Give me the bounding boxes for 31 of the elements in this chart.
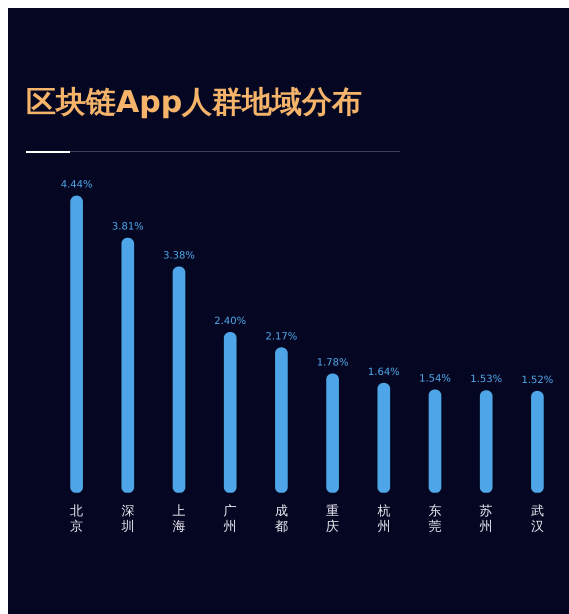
x-tick-label: 东莞 — [428, 504, 442, 535]
x-tick-label: 上海 — [172, 504, 186, 535]
data-label: 1.53% — [470, 374, 502, 386]
x-tick-label: 杭州 — [376, 504, 390, 535]
data-label: 1.54% — [419, 373, 451, 384]
data-label: 3.38% — [163, 250, 195, 262]
x-tick-label: 广州 — [224, 504, 237, 535]
x-tick-label: 北京 — [70, 504, 84, 535]
x-tick-label: 重庆 — [326, 504, 340, 535]
bar — [377, 382, 390, 493]
x-tick-label: 成都 — [274, 504, 288, 535]
bar — [172, 266, 186, 493]
bar — [531, 390, 544, 493]
data-label: 2.40% — [214, 316, 246, 327]
data-label: 1.64% — [368, 366, 400, 378]
chart-title: 区块链App人群地域分布 — [26, 84, 362, 122]
x-tick-label: 武汉 — [530, 504, 544, 535]
bar — [70, 196, 83, 493]
bar — [224, 332, 237, 493]
data-label: 4.44% — [60, 180, 92, 191]
x-tick-label: 深圳 — [120, 504, 134, 535]
data-label: 3.81% — [112, 222, 144, 233]
data-label: 1.78% — [316, 357, 348, 368]
bar — [480, 390, 493, 493]
x-tick-label: 苏州 — [480, 504, 493, 535]
bar — [428, 390, 442, 493]
bar — [326, 373, 339, 493]
data-label: 2.17% — [266, 331, 298, 342]
data-label: 1.52% — [522, 374, 554, 386]
bar — [275, 347, 288, 493]
bar — [121, 238, 134, 493]
